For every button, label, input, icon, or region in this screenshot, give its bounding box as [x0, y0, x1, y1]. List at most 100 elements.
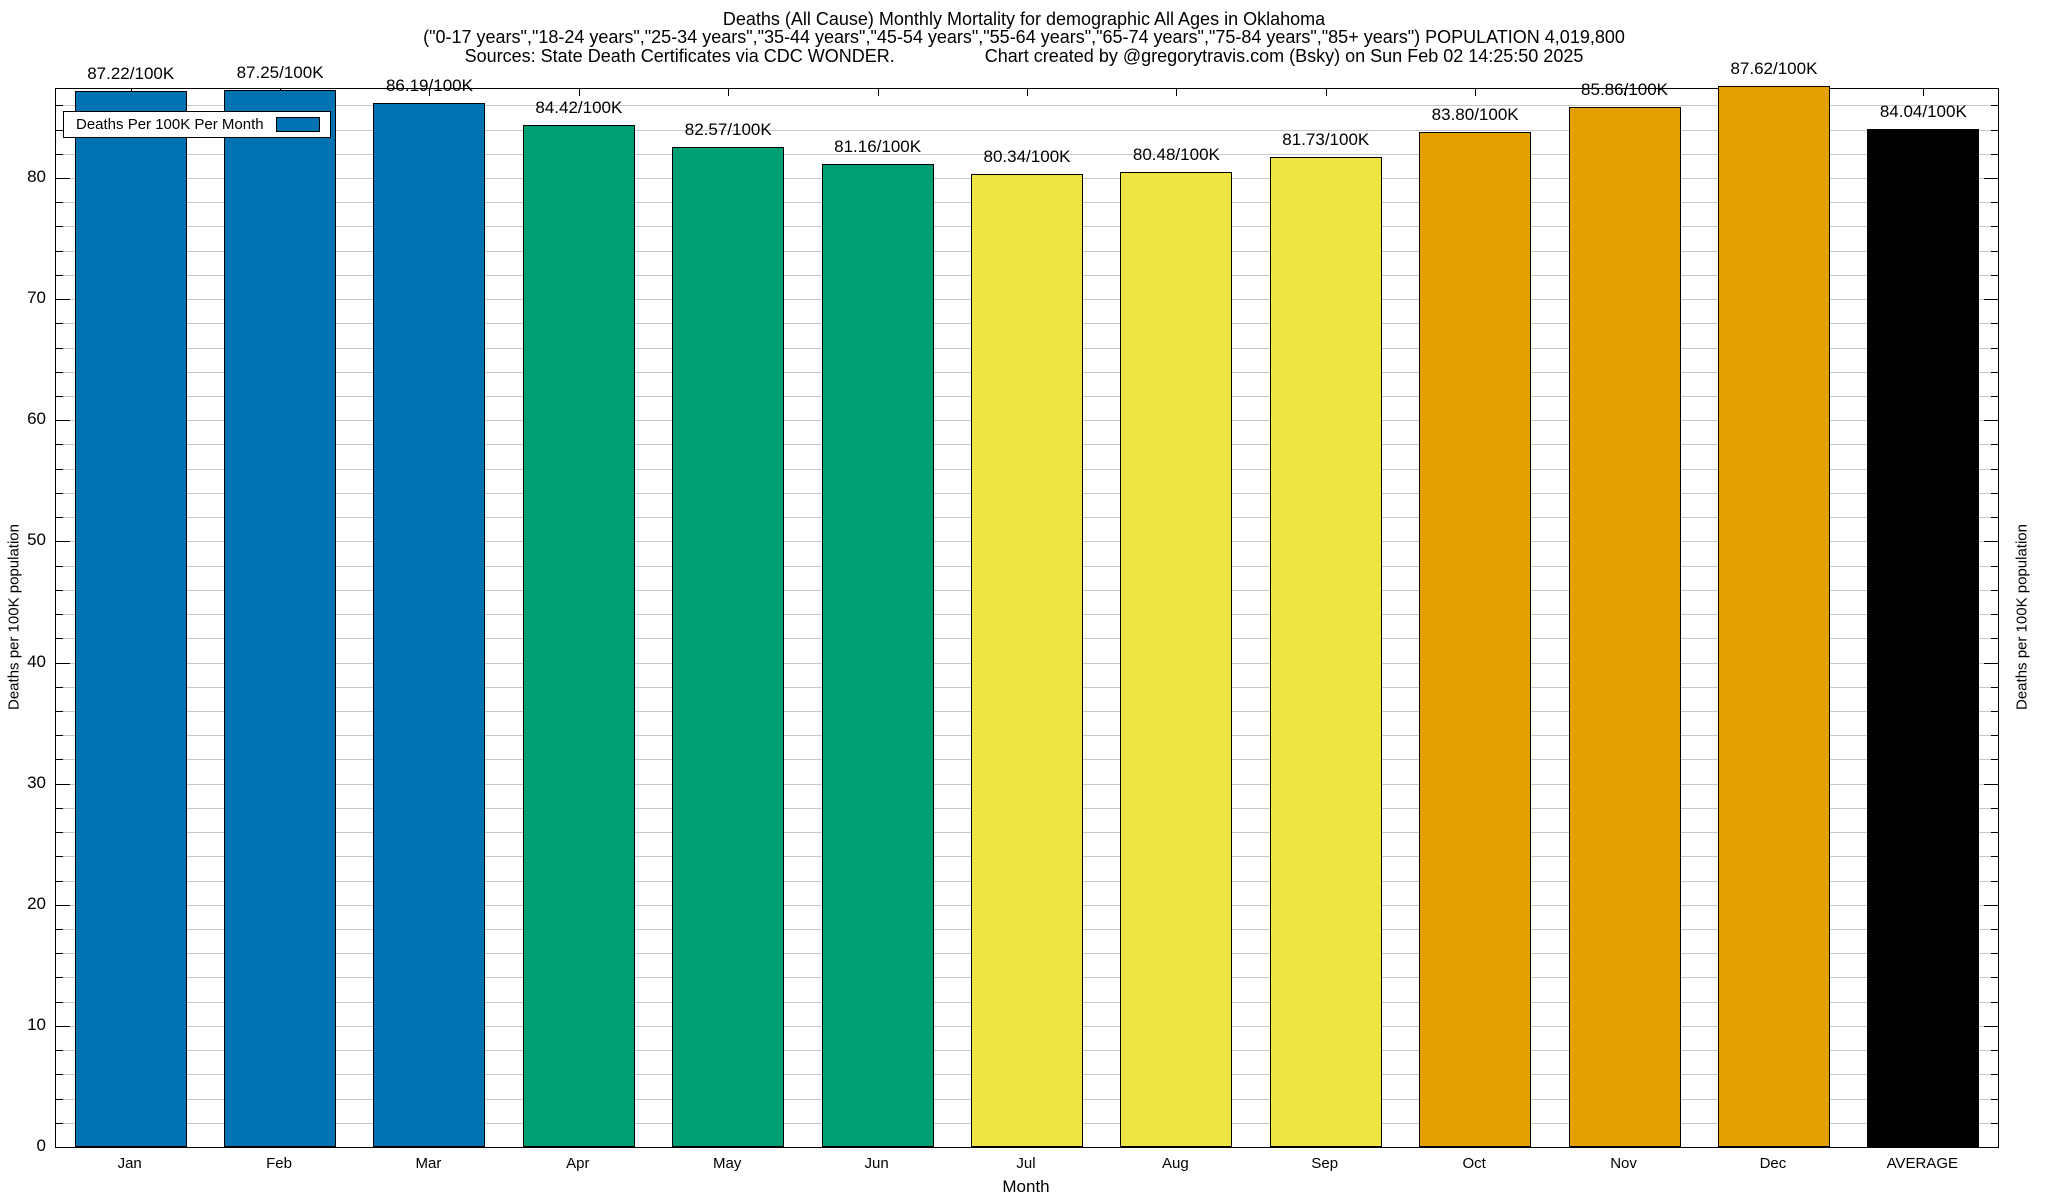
y-axis-tick: [56, 444, 63, 446]
y-axis-tick: [1984, 1025, 1998, 1027]
bar-value-label: 85.86/100K: [1581, 80, 1669, 100]
y-axis-tick: [1984, 541, 1998, 543]
y-axis-tick: [1991, 250, 1998, 252]
chart-subtitle-demographics: ("0-17 years","18-24 years","25-34 years…: [423, 27, 1625, 47]
y-axis-tick: [56, 178, 70, 180]
x-tick-label-jun: Jun: [864, 1155, 889, 1172]
bar-dec: [1717, 85, 1830, 1147]
y-axis-tick: [1991, 614, 1998, 616]
y-axis-tick: [1991, 1098, 1998, 1100]
y-axis-tick: [56, 880, 63, 882]
y-axis-tick: [56, 371, 63, 373]
y-tick-label: 30: [27, 772, 46, 792]
bar-jun: [821, 163, 934, 1147]
y-axis-tick: [1991, 1122, 1998, 1124]
y-tick-label: 50: [27, 530, 46, 550]
x-tick-label-mar: Mar: [415, 1155, 442, 1172]
x-axis-tick: [1923, 89, 1925, 96]
y-axis-tick: [56, 710, 63, 712]
y-tick-label: 0: [36, 1136, 46, 1155]
bar-nov: [1568, 107, 1681, 1147]
chart-title: Deaths (All Cause) Monthly Mortality for…: [722, 9, 1326, 29]
bar-value-label: 83.80/100K: [1431, 105, 1519, 124]
y-axis-tick: [1991, 226, 1998, 228]
y-axis-tick: [1991, 105, 1998, 107]
y-axis-tick: [56, 686, 63, 688]
x-tick-label-feb: Feb: [266, 1155, 292, 1172]
bar-value-label: 81.73/100K: [1282, 130, 1370, 150]
bar-value-label: 80.34/100K: [983, 146, 1071, 166]
y-axis-tick: [1991, 468, 1998, 470]
y-axis-tick: [1991, 347, 1998, 349]
y-axis-tick: [1991, 274, 1998, 276]
y-axis-tick: [1991, 928, 1998, 930]
y-axis-tick: [1984, 420, 1998, 422]
y-axis-tick: [1991, 977, 1998, 979]
y-axis-tick: [56, 953, 63, 955]
y-axis-tick: [56, 492, 63, 494]
x-axis-tick: [429, 89, 431, 96]
y-axis-tick: [56, 226, 63, 228]
y-axis-tick: [56, 1098, 63, 1100]
y-axis-tick: [1991, 371, 1998, 373]
y-axis-tick: [56, 565, 63, 567]
y-axis-tick: [1991, 1001, 1998, 1003]
x-axis-tick: [1475, 89, 1477, 96]
chart-credit-text: Chart created by @gregorytravis.com (Bsk…: [984, 46, 1584, 66]
y-axis-tick: [1991, 953, 1998, 955]
x-axis-tick: [728, 89, 730, 96]
y-axis-tick: [56, 759, 63, 761]
bar-oct: [1419, 132, 1532, 1147]
y-axis-tick: [1991, 323, 1998, 325]
y-axis-tick: [56, 1050, 63, 1052]
x-tick-label-average: AVERAGE: [1886, 1155, 1958, 1172]
y-axis-tick: [56, 1025, 70, 1027]
bar-value-label: 80.48/100K: [1132, 145, 1220, 165]
chart-sources-text: Sources: State Death Certificates via CD…: [464, 46, 895, 66]
x-tick-label-apr: Apr: [566, 1155, 590, 1172]
gridline: [56, 105, 1998, 107]
y-axis-tick: [1991, 1050, 1998, 1052]
y-axis-tick: [56, 662, 70, 664]
bar-may: [672, 146, 785, 1147]
y-axis-tick: [1991, 202, 1998, 204]
y-axis-label-right: Deaths per 100K population: [2013, 524, 2031, 710]
y-axis-tick: [56, 202, 63, 204]
x-axis-label: Month: [1002, 1177, 1050, 1196]
x-tick-label-aug: Aug: [1162, 1155, 1189, 1172]
y-axis-tick: [56, 541, 70, 543]
y-axis-tick: [56, 468, 63, 470]
y-axis-tick: [1984, 178, 1998, 180]
y-axis-tick: [56, 832, 63, 834]
y-axis-tick: [56, 614, 63, 616]
bar-value-label: 87.25/100K: [236, 63, 324, 83]
x-tick-label-sep: Sep: [1311, 1155, 1339, 1172]
bar-value-label: 87.62/100K: [1730, 58, 1818, 78]
y-axis-tick: [1991, 856, 1998, 858]
y-axis-tick: [56, 589, 63, 591]
bar-value-label: 84.42/100K: [535, 97, 623, 117]
bar-sep: [1269, 157, 1382, 1147]
y-axis-tick: [1991, 444, 1998, 446]
y-axis-tick: [1991, 710, 1998, 712]
y-axis-tick: [56, 904, 70, 906]
y-axis-tick: [56, 977, 63, 979]
y-axis-tick: [1991, 759, 1998, 761]
bar-feb: [224, 90, 337, 1147]
legend-label: Deaths Per 100K Per Month: [76, 116, 264, 133]
y-axis-tick: [56, 1001, 63, 1003]
y-axis-tick: [56, 323, 63, 325]
y-axis-tick: [1991, 638, 1998, 640]
y-axis-tick: [56, 783, 70, 785]
bar-value-label: 84.04/100K: [1879, 102, 1967, 122]
y-axis-tick: [1991, 807, 1998, 809]
y-axis-tick: [56, 807, 63, 809]
x-axis-tick: [1027, 89, 1028, 96]
bar-apr: [522, 124, 635, 1147]
y-axis-tick: [1991, 565, 1998, 567]
y-axis-tick: [56, 299, 70, 301]
legend-swatch: [275, 117, 320, 132]
x-tick-label-jan: Jan: [117, 1155, 142, 1172]
y-axis-tick: [56, 129, 63, 131]
